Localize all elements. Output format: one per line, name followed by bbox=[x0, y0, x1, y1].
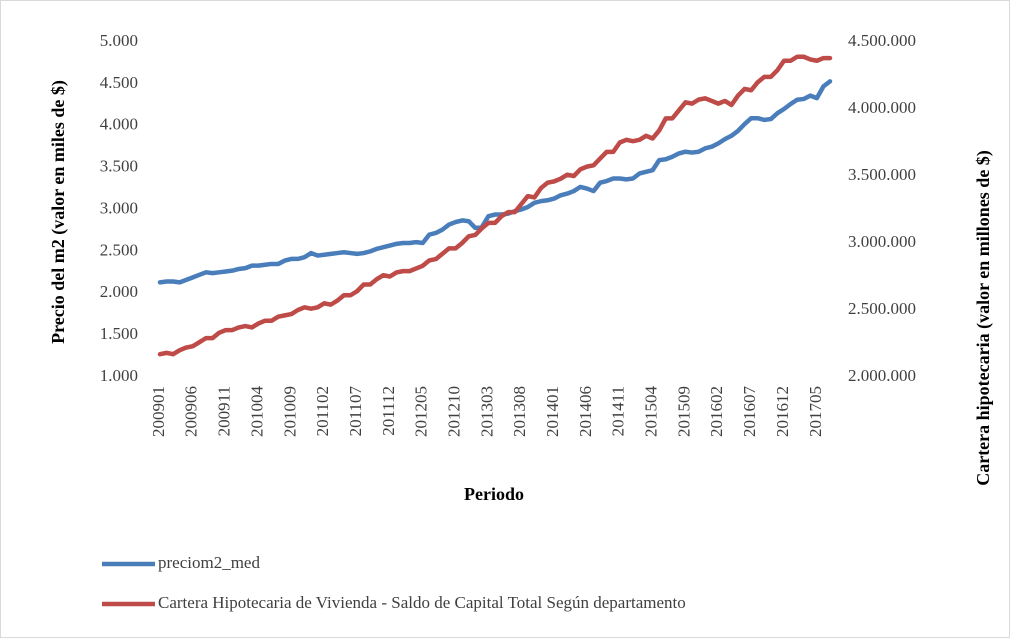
x-tick-label: 201607 bbox=[740, 386, 759, 438]
x-tick-label: 201504 bbox=[642, 386, 661, 438]
x-tick-label: 201210 bbox=[444, 386, 463, 437]
x-tick-label: 201406 bbox=[576, 386, 595, 437]
legend-label: preciom2_med bbox=[158, 553, 260, 572]
y-axis-title: Precio del m2 (valor en miles de $) bbox=[48, 80, 69, 344]
y2-tick-label: 4.000.000 bbox=[848, 98, 916, 117]
y-tick-label: 2.500 bbox=[100, 240, 138, 259]
legend-label: Cartera Hipotecaria de Vivienda - Saldo … bbox=[158, 593, 686, 612]
y2-axis-title: Cartera hipotecaria (valor en millones d… bbox=[973, 150, 994, 486]
x-tick-label: 201612 bbox=[773, 386, 792, 437]
y-tick-label: 5.000 bbox=[100, 31, 138, 50]
x-tick-label: 201112 bbox=[379, 386, 398, 436]
y2-tick-label: 2.500.000 bbox=[848, 299, 916, 318]
x-tick-label: 201004 bbox=[247, 386, 266, 438]
x-tick-label: 200911 bbox=[215, 386, 234, 436]
x-tick-label: 201205 bbox=[412, 386, 431, 437]
x-tick-label: 201102 bbox=[313, 386, 332, 436]
x-tick-label: 201303 bbox=[477, 386, 496, 437]
x-tick-label: 200906 bbox=[182, 386, 201, 437]
x-tick-label: 201705 bbox=[806, 386, 825, 437]
y-tick-label: 4.500 bbox=[100, 73, 138, 92]
y2-tick-label: 3.000.000 bbox=[848, 232, 916, 251]
y2-tick-label: 3.500.000 bbox=[848, 165, 916, 184]
x-axis-title: Periodo bbox=[464, 484, 524, 504]
y2-tick-label: 2.000.000 bbox=[848, 366, 916, 385]
x-tick-label: 201509 bbox=[674, 386, 693, 437]
y-tick-label: 2.000 bbox=[100, 282, 138, 301]
x-tick-label: 201401 bbox=[543, 386, 562, 437]
x-tick-label: 200901 bbox=[149, 386, 168, 437]
x-tick-label: 201107 bbox=[346, 386, 365, 437]
y-tick-label: 3.500 bbox=[100, 157, 138, 176]
x-tick-label: 201602 bbox=[707, 386, 726, 437]
y-tick-label: 3.000 bbox=[100, 198, 138, 217]
x-tick-label: 201411 bbox=[609, 386, 628, 436]
y-tick-label: 1.000 bbox=[100, 366, 138, 385]
x-tick-label: 201009 bbox=[280, 386, 299, 437]
y2-tick-label: 4.500.000 bbox=[848, 31, 916, 50]
y-tick-label: 4.000 bbox=[100, 115, 138, 134]
series-line bbox=[157, 79, 833, 285]
y-tick-label: 1.500 bbox=[100, 324, 138, 343]
x-tick-label: 201308 bbox=[510, 386, 529, 437]
series-line bbox=[157, 54, 833, 357]
